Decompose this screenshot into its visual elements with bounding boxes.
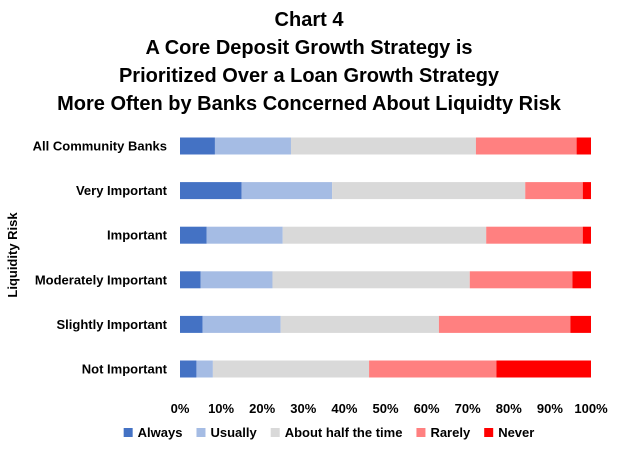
category-label: Slightly Important xyxy=(57,317,168,332)
bar-segment-rarely xyxy=(369,360,497,378)
bar-segment-never xyxy=(582,182,591,200)
bar-segment-never xyxy=(572,271,591,289)
category-label: All Community Banks xyxy=(33,139,167,154)
bar-segment-never xyxy=(496,360,591,378)
x-tick-label: 10% xyxy=(208,401,234,416)
bar-segment-rarely xyxy=(475,137,577,155)
bar-segment-usually xyxy=(206,226,283,244)
bar-segment-about-half-the-time xyxy=(212,360,370,378)
bar-segment-usually xyxy=(202,315,281,333)
x-tick-label: 50% xyxy=(372,401,398,416)
legend-swatch xyxy=(196,428,206,437)
bar-segment-about-half-the-time xyxy=(290,137,476,155)
chart-title-line-2: A Core Deposit Growth Strategy is xyxy=(145,37,473,59)
bar-segment-never xyxy=(582,226,591,244)
bar-segment-always xyxy=(180,271,201,289)
bar-segment-always xyxy=(180,360,197,378)
x-tick-label: 20% xyxy=(249,401,275,416)
bar-segment-rarely xyxy=(469,271,573,289)
category-label: Very Important xyxy=(76,183,168,198)
bar-segment-usually xyxy=(196,360,213,378)
legend-label: Usually xyxy=(210,425,257,440)
x-tick-label: 70% xyxy=(455,401,481,416)
x-tick-label: 100% xyxy=(574,401,608,416)
legend-swatch xyxy=(484,428,494,437)
chart-title-line-3: Prioritized Over a Loan Growth Strategy xyxy=(118,65,500,87)
bar-segment-always xyxy=(180,226,207,244)
category-label: Important xyxy=(107,228,168,243)
x-tick-label: 60% xyxy=(414,401,440,416)
bar-segment-usually xyxy=(200,271,273,289)
bar-segment-always xyxy=(180,182,242,200)
x-tick-label: 90% xyxy=(537,401,563,416)
category-label: Not Important xyxy=(82,362,168,377)
legend-swatch xyxy=(416,428,426,437)
bar-segment-usually xyxy=(214,137,291,155)
chart-title-line-4: More Often by Banks Concerned About Liqu… xyxy=(57,93,561,115)
bar-segment-rarely xyxy=(438,315,571,333)
bar-segment-never xyxy=(570,315,591,333)
legend-swatch xyxy=(270,428,280,437)
bar-segment-rarely xyxy=(486,226,583,244)
legend-label: Rarely xyxy=(430,425,471,440)
x-tick-label: 30% xyxy=(290,401,316,416)
legend-label: About half the time xyxy=(285,425,403,440)
x-tick-label: 40% xyxy=(331,401,357,416)
legend-label: Always xyxy=(138,425,183,440)
bar-segment-about-half-the-time xyxy=(272,271,470,289)
x-tick-label: 0% xyxy=(171,401,190,416)
bar-segment-always xyxy=(180,137,215,155)
legend-label: Never xyxy=(498,425,534,440)
bar-segment-about-half-the-time xyxy=(280,315,439,333)
category-label: Moderately Important xyxy=(35,272,168,287)
bar-segment-about-half-the-time xyxy=(282,226,487,244)
legend-swatch xyxy=(123,428,133,437)
bar-segment-never xyxy=(576,137,591,155)
chart-title-line-1: Chart 4 xyxy=(274,9,344,31)
y-axis-label: Liquidity Risk xyxy=(5,212,20,298)
bar-segment-rarely xyxy=(525,182,583,200)
bar-segment-usually xyxy=(241,182,333,200)
bar-segment-always xyxy=(180,315,203,333)
x-tick-label: 80% xyxy=(496,401,522,416)
bar-segment-about-half-the-time xyxy=(332,182,526,200)
